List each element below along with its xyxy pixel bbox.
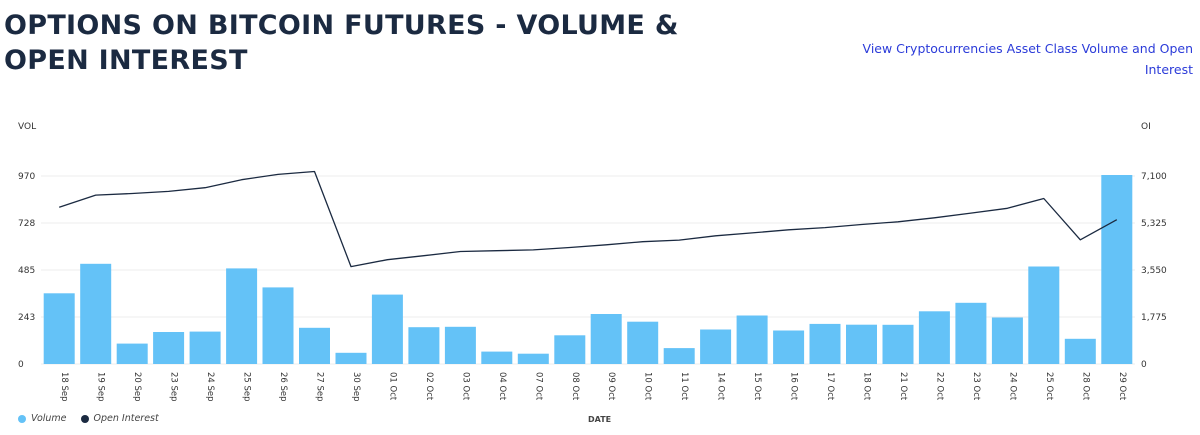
right-axis-ticks: 0 1,775 3,550 5,325 7,100 <box>1141 172 1167 370</box>
volume-bar[interactable] <box>43 293 75 364</box>
volume-bar[interactable] <box>371 294 403 364</box>
volume-bar[interactable] <box>590 314 622 364</box>
volume-bar[interactable] <box>1028 266 1060 365</box>
legend-volume-label: Volume <box>31 413 67 424</box>
volume-bar[interactable] <box>408 327 440 364</box>
x-tick-label: 23 Sep <box>169 372 179 402</box>
legend-volume[interactable]: Volume <box>18 413 67 424</box>
x-tick-label: 04 Oct <box>497 372 507 401</box>
volume-bar[interactable] <box>991 317 1023 365</box>
page-title: OPTIONS ON BITCOIN FUTURES - VOLUME & OP… <box>4 10 679 76</box>
volume-bar[interactable] <box>955 302 987 364</box>
volume-bar[interactable] <box>736 315 768 365</box>
x-tick-label: 24 Oct <box>1007 372 1017 401</box>
left-axis-unit: VOL <box>18 122 37 132</box>
open-interest-line[interactable] <box>58 170 1118 268</box>
y-tick-label: 970 <box>18 172 35 182</box>
volume-bar[interactable] <box>809 323 841 364</box>
grid-layer <box>41 175 1135 365</box>
y2-tick-label: 1,775 <box>1141 313 1167 323</box>
y2-tick-label: 3,550 <box>1141 266 1167 276</box>
x-tick-label: 01 Oct <box>387 372 397 401</box>
x-tick-label: 03 Oct <box>460 372 470 401</box>
x-tick-label: 27 Sep <box>315 372 325 402</box>
right-axis-unit: OI <box>1141 122 1151 132</box>
volume-bar[interactable] <box>299 327 330 364</box>
x-tick-label: 21 Oct <box>898 372 908 401</box>
asset-class-link[interactable]: View Cryptocurrencies Asset Class Volume… <box>862 41 1193 77</box>
y2-tick-label: 5,325 <box>1141 219 1167 229</box>
volume-bar[interactable] <box>189 331 221 364</box>
open-interest-legend-dot <box>80 414 89 423</box>
legend-open-interest[interactable]: Open Interest <box>80 413 159 424</box>
x-tick-label: 30 Sep <box>351 372 361 402</box>
y2-tick-label: 0 <box>1141 360 1147 370</box>
open-interest-line-layer <box>58 170 1118 268</box>
x-tick-label: 18 Oct <box>862 372 872 401</box>
x-axis-ticks: 18 Sep 19 Sep 20 Sep 23 Sep 24 Sep 25 Sep 26 S… <box>59 372 1127 402</box>
volume-bar[interactable] <box>1101 175 1133 364</box>
x-tick-label: 19 Sep <box>96 372 106 402</box>
y-tick-label: 728 <box>18 219 35 229</box>
x-tick-label: 18 Sep <box>59 372 69 402</box>
y-tick-label: 243 <box>18 313 35 323</box>
x-tick-label: 24 Sep <box>205 372 215 402</box>
volume-bar[interactable] <box>444 326 476 364</box>
x-tick-label: 08 Oct <box>570 372 580 401</box>
y-tick-label: 0 <box>18 360 24 370</box>
volume-bar[interactable] <box>481 351 513 364</box>
volume-bar[interactable] <box>262 287 294 364</box>
x-tick-label: 23 Oct <box>971 372 981 401</box>
x-tick-label: 07 Oct <box>533 372 543 401</box>
volume-bar[interactable] <box>116 343 148 364</box>
x-tick-label: 26 Sep <box>278 372 288 402</box>
chart-legend: Volume Open Interest <box>18 413 159 424</box>
volume-bar[interactable] <box>335 352 367 364</box>
volume-bar[interactable] <box>627 321 659 364</box>
volume-bars <box>43 175 1133 365</box>
y2-tick-label: 7,100 <box>1141 172 1167 182</box>
x-tick-label: 10 Oct <box>643 372 653 401</box>
volume-bar[interactable] <box>882 324 914 364</box>
x-tick-label: 02 Oct <box>424 372 434 401</box>
volume-bar[interactable] <box>1064 338 1096 364</box>
x-tick-label: 15 Oct <box>752 372 762 401</box>
volume-bar[interactable] <box>226 268 258 364</box>
x-tick-label: 22 Oct <box>934 372 944 401</box>
x-tick-label: 25 Sep <box>242 372 252 402</box>
volume-bar[interactable] <box>700 329 732 365</box>
left-axis-ticks: 0 243 485 728 970 <box>18 172 35 370</box>
volume-bar[interactable] <box>517 353 549 364</box>
x-tick-label: 16 Oct <box>789 372 799 401</box>
x-axis-title: DATE <box>588 415 612 424</box>
volume-bar[interactable] <box>663 348 695 364</box>
x-tick-label: 25 Oct <box>1044 372 1054 401</box>
x-tick-label: 09 Oct <box>606 372 616 401</box>
volume-bar[interactable] <box>80 263 112 364</box>
volume-legend-dot <box>18 414 26 423</box>
x-tick-label: 20 Sep <box>132 372 142 402</box>
y-tick-label: 485 <box>18 266 35 276</box>
volume-bar[interactable] <box>773 330 805 365</box>
x-tick-label: 28 Oct <box>1080 372 1090 401</box>
volume-bar[interactable] <box>918 311 950 364</box>
x-tick-label: 17 Oct <box>825 372 835 401</box>
legend-oi-label: Open Interest <box>93 413 159 424</box>
x-tick-label: 14 Oct <box>716 372 726 401</box>
volume-bar[interactable] <box>554 335 586 364</box>
volume-bar[interactable] <box>153 332 185 364</box>
x-tick-label: 11 Oct <box>679 372 689 401</box>
x-tick-label: 29 Oct <box>1117 372 1127 401</box>
volume-bar[interactable] <box>846 324 877 364</box>
